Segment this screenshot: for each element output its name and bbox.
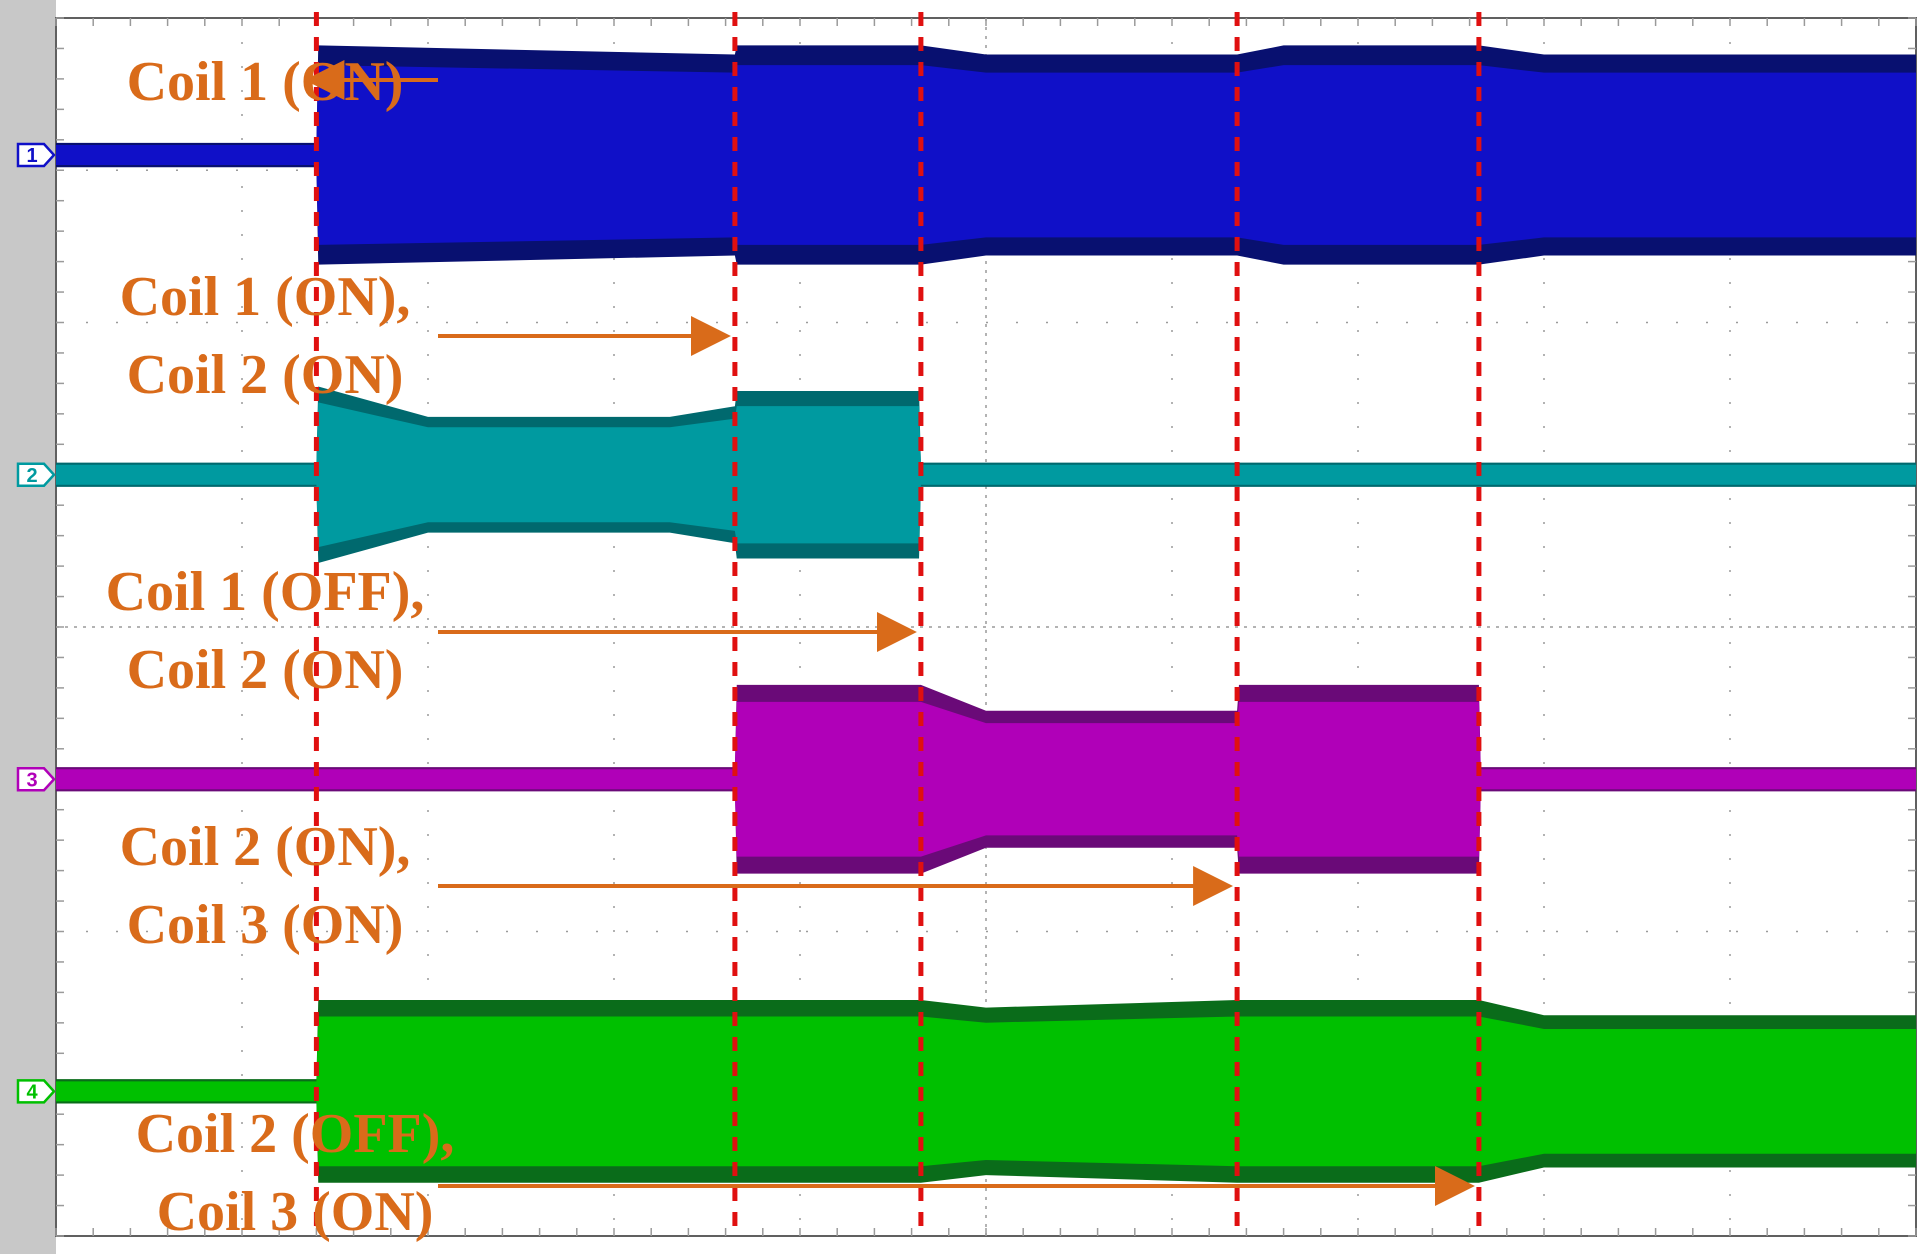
annotation-text: Coil 1 (ON), xyxy=(120,266,411,328)
annotation-4: Coil 2 (ON), Coil 3 (ON) xyxy=(120,816,1234,956)
annotation-text: Coil 1 (OFF), xyxy=(106,561,425,623)
annotation-text: Coil 2 (ON) xyxy=(127,639,404,701)
annotation-text: Coil 2 (ON) xyxy=(127,344,404,406)
annotation-text: Coil 2 (ON), xyxy=(120,816,411,878)
event-lines xyxy=(313,12,1482,1236)
traces xyxy=(56,45,1916,1183)
channel-marker-shape xyxy=(16,142,56,168)
annotation-text: Coil 3 (ON) xyxy=(157,1181,434,1243)
channel-markers: 1 2 3 4 xyxy=(16,142,56,1104)
channel-marker-3: 3 xyxy=(16,767,56,792)
channel-marker-shape xyxy=(16,462,56,487)
annotation-3: Coil 1 (OFF), Coil 2 (ON) xyxy=(106,561,917,701)
annotation-5: Coil 2 (OFF), Coil 3 (ON) xyxy=(136,1103,1475,1243)
channel-marker-1: 1 xyxy=(16,142,56,168)
channel-marker-4: 4 xyxy=(16,1079,56,1104)
scope-left-panel xyxy=(0,0,56,1254)
annotations: Coil 1 (ON)Coil 1 (ON),Coil 2 (ON)Coil 1… xyxy=(106,51,1475,1243)
trace-channel-2 xyxy=(56,386,1916,564)
trace-channel-3 xyxy=(56,684,1916,874)
channel-marker-2: 2 xyxy=(16,462,56,487)
channel-marker-label: 3 xyxy=(26,769,37,791)
annotation-2: Coil 1 (ON), Coil 2 (ON) xyxy=(120,266,731,406)
trace-channel-4 xyxy=(56,1000,1916,1183)
annotation-text: Coil 3 (ON) xyxy=(127,894,404,956)
trace-channel-1 xyxy=(56,45,1916,265)
channel-marker-shape xyxy=(16,767,56,792)
channel-marker-label: 2 xyxy=(26,465,37,487)
channel-marker-label: 4 xyxy=(26,1081,38,1103)
channel-marker-label: 1 xyxy=(26,145,37,167)
annotation-text: Coil 2 (OFF), xyxy=(136,1103,455,1165)
annotation-1: Coil 1 (ON) xyxy=(127,51,438,113)
channel-marker-shape xyxy=(16,1079,56,1104)
